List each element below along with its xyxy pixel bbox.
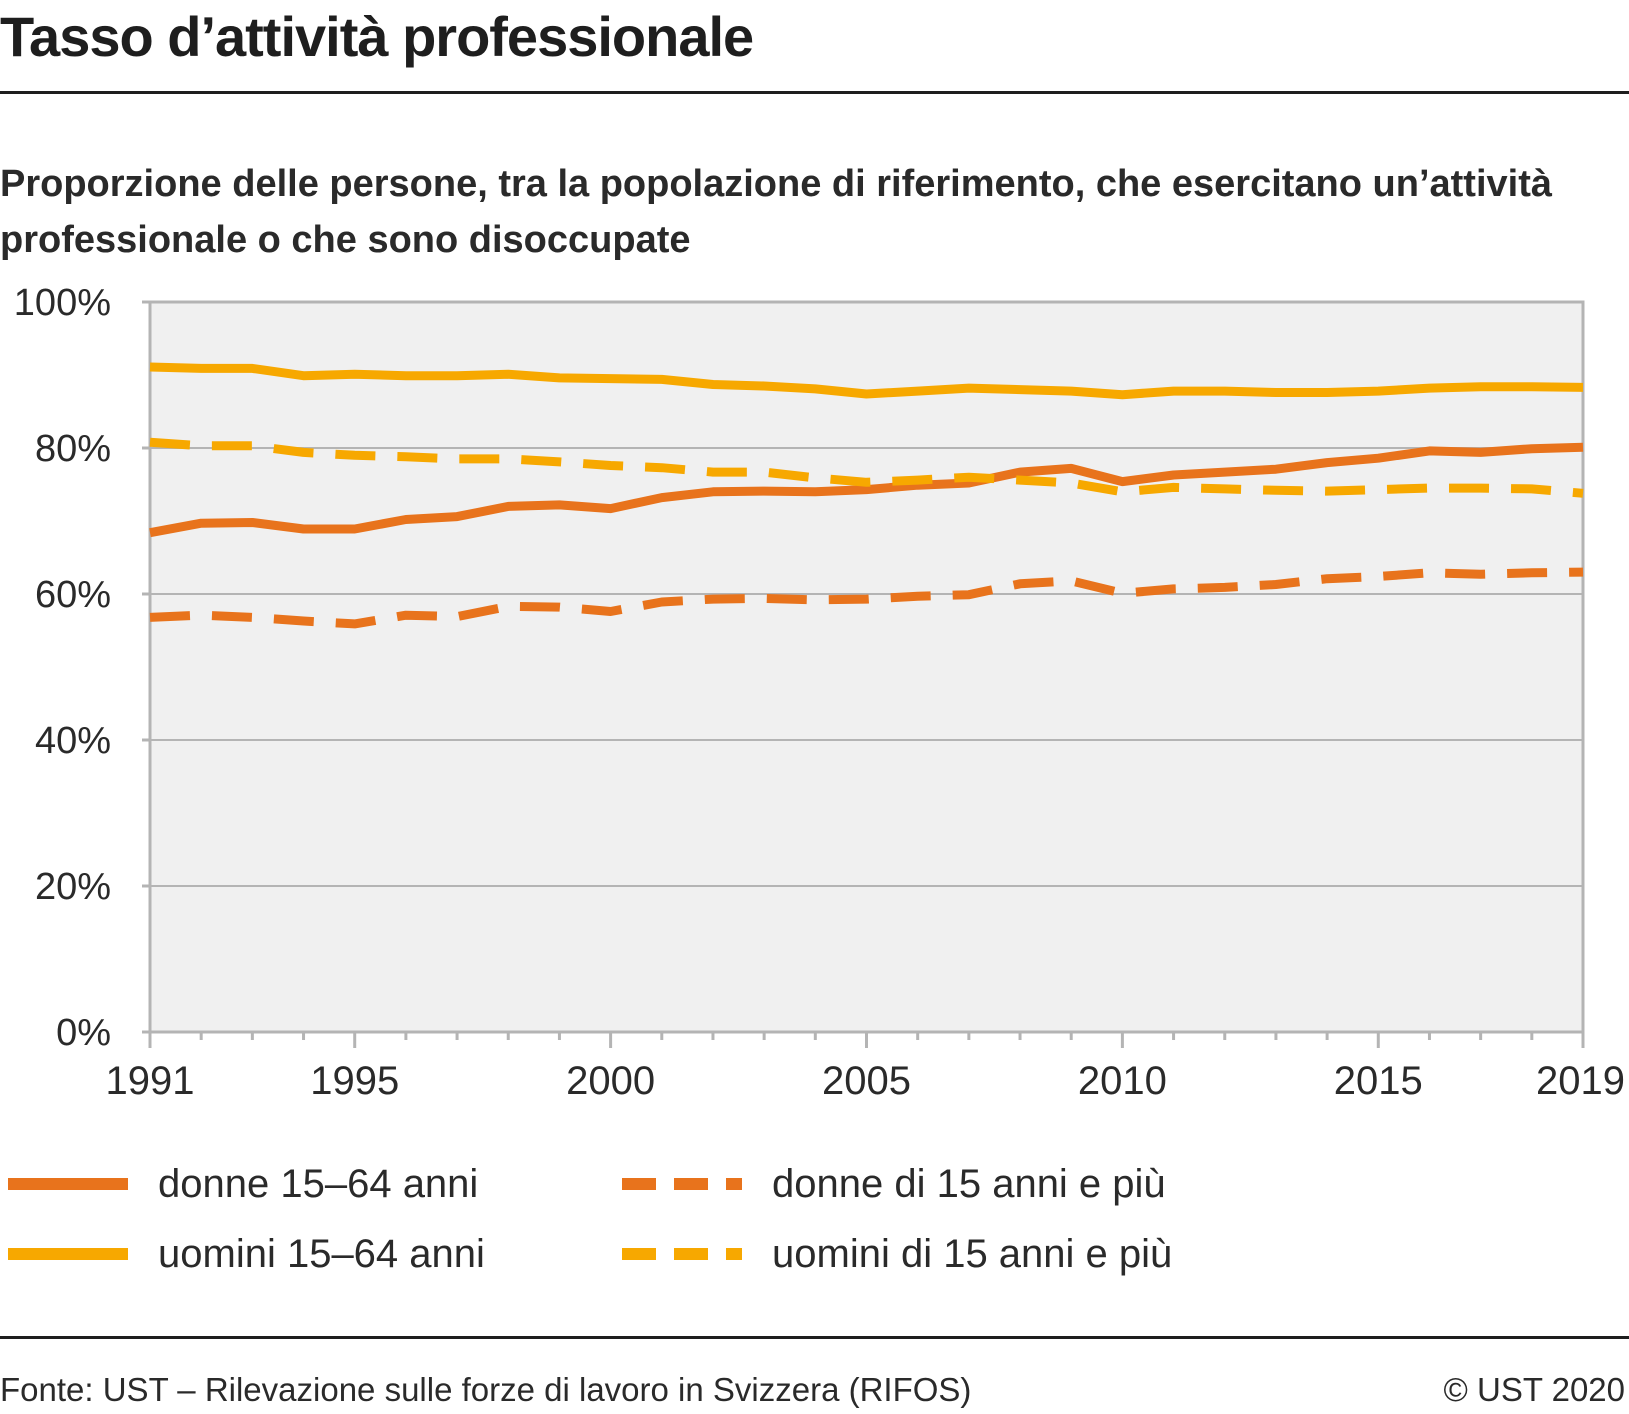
y-tick-label: 0% (56, 1012, 111, 1054)
y-tick-label: 60% (35, 574, 111, 616)
legend-item-donne-15-64: donne 15–64 anni (8, 1154, 478, 1214)
bottom-divider (0, 1336, 1629, 1339)
plot-area (148, 300, 1585, 1034)
x-tick-label: 1995 (310, 1059, 399, 1103)
y-tick-label: 100% (14, 282, 111, 324)
x-tick-label: 2015 (1334, 1059, 1423, 1103)
legend-swatch-dashed-orange (622, 1178, 742, 1190)
x-tick-label: 1991 (106, 1059, 195, 1103)
legend-swatch-solid-orange (8, 1178, 128, 1190)
chart-subtitle: Proporzione delle persone, tra la popola… (0, 163, 1552, 261)
legend-item-uomini-15-64: uomini 15–64 anni (8, 1224, 485, 1284)
legend-item-donne-15-piu: donne di 15 anni e più (622, 1154, 1166, 1214)
legend-item-uomini-15-piu: uomini di 15 anni e più (622, 1224, 1172, 1284)
copyright-note: © UST 2020 (1443, 1371, 1625, 1408)
source-note: Fonte: UST – Rilevazione sulle forze di … (0, 1371, 972, 1408)
y-tick-label: 20% (35, 866, 111, 908)
legend-label: donne di 15 anni e più (772, 1161, 1166, 1206)
x-tick-label: 2000 (566, 1059, 655, 1103)
legend-label: uomini 15–64 anni (158, 1231, 485, 1276)
x-tick-label: 2010 (1078, 1059, 1167, 1103)
y-tick-label: 80% (35, 428, 111, 470)
page-title: Tasso d’attività professionale (0, 5, 754, 68)
x-tick-label: 2005 (822, 1059, 911, 1103)
series-line (149, 567, 1584, 629)
legend-label: donne 15–64 anni (158, 1161, 479, 1206)
series-line (149, 362, 1584, 400)
legend-swatch-solid-yellow (8, 1248, 128, 1260)
line-chart: 0% 20% 40% 60% 80% 100% 1991 1995 2000 2005 2010 20… (14, 282, 1625, 1103)
series-line (149, 437, 1584, 498)
legend-swatch-dashed-yellow (622, 1248, 742, 1260)
x-tick-label: 2019 (1536, 1059, 1625, 1103)
series-line (149, 442, 1584, 538)
top-divider (0, 91, 1629, 94)
legend-label: uomini di 15 anni e più (772, 1231, 1173, 1276)
y-tick-label: 40% (35, 720, 111, 762)
